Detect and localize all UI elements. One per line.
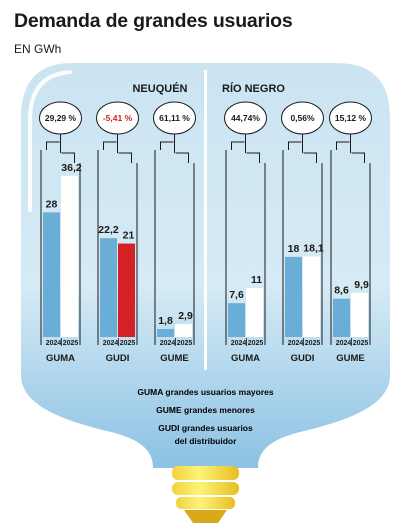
category-label-neuqu-n-guma: GUMA — [46, 353, 75, 364]
bulb-base — [172, 466, 239, 523]
change-label-neuqu-n-gudi: -5,41 % — [103, 113, 133, 123]
category-label-r-o-negro-gume: GUME — [336, 353, 365, 364]
region-label-neuqu-n: NEUQUÉN — [132, 82, 187, 95]
value-label-2025-r-o-negro-gume: 9,9 — [354, 279, 369, 291]
category-label-r-o-negro-guma: GUMA — [231, 353, 260, 364]
legend-text-gudi: grandes usuarios — [182, 423, 253, 433]
value-label-2024-r-o-negro-guma: 7,6 — [229, 289, 244, 301]
bar-2025-neuqu-n-guma — [61, 175, 78, 337]
bar-2025-r-o-negro-guma — [246, 288, 263, 337]
bar-2025-neuqu-n-gudi — [118, 243, 135, 337]
legend-line-gudi-2: del distribuidor — [175, 436, 238, 446]
value-label-2024-neuqu-n-guma: 28 — [46, 198, 58, 210]
year-label-2024-r-o-negro-gume: 2024 — [336, 340, 352, 347]
change-label-neuqu-n-gume: 61,11 % — [159, 113, 190, 123]
category-label-r-o-negro-gudi: GUDI — [291, 353, 315, 364]
year-label-2024-neuqu-n-gudi: 2024 — [103, 340, 119, 347]
bulb-highlight — [28, 70, 72, 212]
legend-text-gume: grandes menores — [184, 405, 255, 415]
legend: GUMA grandes usuarios mayores GUME grand… — [137, 387, 273, 446]
year-label-2025-r-o-negro-gudi: 2025 — [305, 340, 321, 347]
bar-2025-r-o-negro-gume — [351, 292, 368, 337]
value-label-2025-neuqu-n-gume: 2,9 — [178, 310, 193, 322]
bar-2025-neuqu-n-gume — [175, 324, 192, 337]
bar-2024-neuqu-n-gudi — [100, 238, 117, 337]
change-label-r-o-negro-gume: 15,12 % — [335, 113, 367, 123]
value-label-2025-r-o-negro-gudi: 18,1 — [303, 242, 324, 254]
year-label-2024-neuqu-n-guma: 2024 — [46, 340, 62, 347]
legend-code-gume: GUME — [156, 405, 182, 415]
bar-2024-neuqu-n-guma — [43, 212, 60, 337]
legend-line-guma: GUMA grandes usuarios mayores — [137, 387, 273, 397]
connector-line-neuqu-n-gudi — [97, 134, 138, 345]
value-label-2025-neuqu-n-gudi: 21 — [123, 230, 135, 242]
year-label-2024-r-o-negro-guma: 2024 — [231, 340, 247, 347]
value-label-2024-neuqu-n-gume: 1,8 — [158, 315, 173, 327]
year-label-2025-neuqu-n-gudi: 2025 — [120, 340, 136, 347]
legend-code-gudi: GUDI — [158, 423, 179, 433]
year-label-2025-r-o-negro-gume: 2025 — [353, 340, 369, 347]
bar-2024-r-o-negro-guma — [228, 303, 245, 337]
change-label-neuqu-n-guma: 29,29 % — [45, 113, 77, 123]
bar-2024-r-o-negro-gudi — [285, 256, 302, 337]
category-label-neuqu-n-gudi: GUDI — [106, 353, 130, 364]
region-label-r-o-negro: RÍO NEGRO — [222, 82, 285, 95]
change-label-r-o-negro-guma: 44,74% — [231, 113, 260, 123]
bar-2025-r-o-negro-gudi — [303, 256, 320, 337]
legend-text-guma: grandes usuarios mayores — [165, 387, 273, 397]
connector-line-r-o-negro-guma — [225, 134, 266, 345]
value-label-2025-neuqu-n-guma: 36,2 — [61, 162, 82, 174]
value-label-2024-r-o-negro-gudi: 18 — [288, 243, 300, 255]
connector-line-neuqu-n-guma — [40, 134, 81, 345]
year-label-2025-neuqu-n-gume: 2025 — [177, 340, 193, 347]
chart-title: Demanda de grandes usuarios — [14, 10, 293, 32]
change-label-r-o-negro-gudi: 0,56% — [290, 113, 315, 123]
year-label-2024-neuqu-n-gume: 2024 — [160, 340, 176, 347]
connector-line-neuqu-n-gume — [154, 134, 195, 345]
legend-line-gudi: GUDI grandes usuarios — [158, 423, 253, 433]
bar-2024-neuqu-n-gume — [157, 328, 174, 337]
connector-line-r-o-negro-gume — [330, 134, 371, 345]
value-label-2024-r-o-negro-gume: 8,6 — [334, 285, 349, 297]
year-label-2025-neuqu-n-guma: 2025 — [63, 340, 79, 347]
value-label-2024-neuqu-n-gudi: 22,2 — [98, 224, 119, 236]
value-label-2025-r-o-negro-guma: 11 — [251, 274, 262, 286]
legend-code-guma: GUMA — [137, 387, 163, 397]
legend-line-gume: GUME grandes menores — [156, 405, 255, 415]
year-label-2025-r-o-negro-guma: 2025 — [248, 340, 264, 347]
bar-2024-r-o-negro-gume — [333, 298, 350, 337]
category-label-neuqu-n-gume: GUME — [160, 353, 189, 364]
connector-line-r-o-negro-gudi — [282, 134, 323, 345]
chart-subtitle: EN GWh — [14, 42, 62, 56]
year-label-2024-r-o-negro-gudi: 2024 — [288, 340, 304, 347]
